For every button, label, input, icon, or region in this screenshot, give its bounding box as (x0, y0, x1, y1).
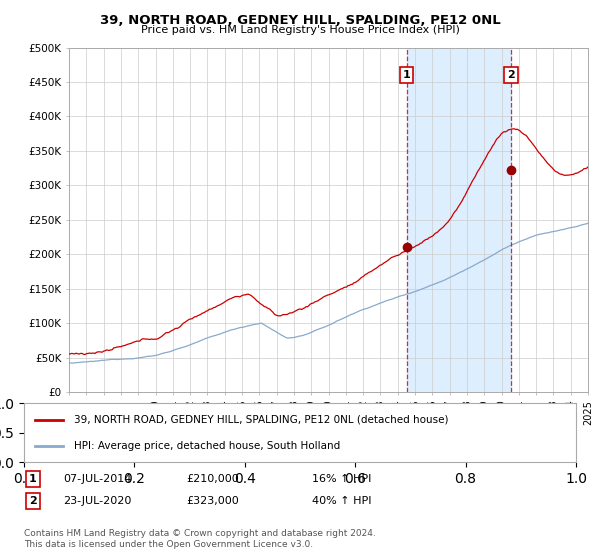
Bar (407, 48, 511, 392)
Text: Contains HM Land Registry data © Crown copyright and database right 2024.
This d: Contains HM Land Registry data © Crown c… (24, 529, 376, 549)
Text: 40% ↑ HPI: 40% ↑ HPI (312, 496, 371, 506)
Text: £210,000: £210,000 (186, 474, 239, 484)
Text: Price paid vs. HM Land Registry's House Price Index (HPI): Price paid vs. HM Land Registry's House … (140, 25, 460, 35)
Text: 1: 1 (29, 474, 37, 484)
Text: 2: 2 (507, 70, 515, 80)
Text: 16% ↑ HPI: 16% ↑ HPI (312, 474, 371, 484)
Text: 2: 2 (29, 496, 37, 506)
Text: HPI: Average price, detached house, South Holland: HPI: Average price, detached house, Sout… (74, 441, 340, 451)
Text: 07-JUL-2014: 07-JUL-2014 (63, 474, 131, 484)
Text: 39, NORTH ROAD, GEDNEY HILL, SPALDING, PE12 0NL: 39, NORTH ROAD, GEDNEY HILL, SPALDING, P… (100, 14, 500, 27)
Text: 23-JUL-2020: 23-JUL-2020 (63, 496, 131, 506)
Text: 39, NORTH ROAD, GEDNEY HILL, SPALDING, PE12 0NL (detached house): 39, NORTH ROAD, GEDNEY HILL, SPALDING, P… (74, 414, 448, 424)
Text: £323,000: £323,000 (186, 496, 239, 506)
Text: 1: 1 (403, 70, 410, 80)
